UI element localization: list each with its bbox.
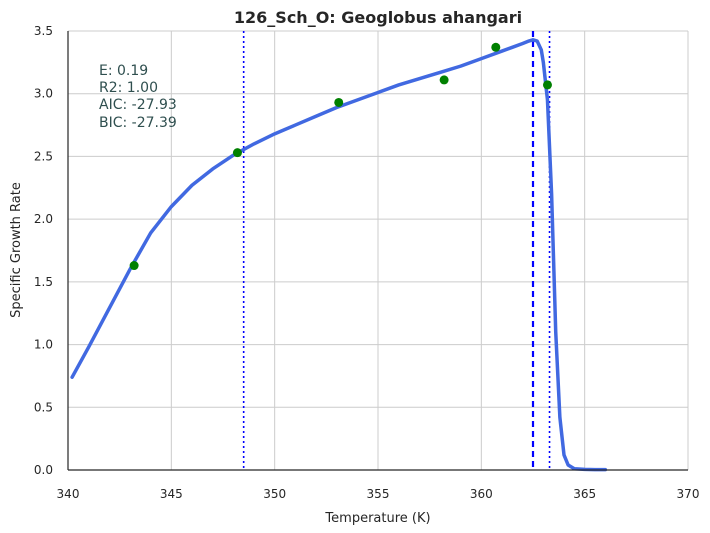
fitted-curve — [70, 38, 608, 472]
y-tick-label: 1.5 — [34, 275, 53, 289]
observed-data-point — [232, 148, 242, 158]
observed-data-point — [129, 261, 139, 271]
x-tick-label: 360 — [470, 487, 493, 501]
stat-aic: AIC: -27.93 — [99, 97, 177, 113]
y-tick-label: 0.5 — [34, 400, 53, 414]
y-tick-label: 3.0 — [34, 87, 53, 101]
x-tick-label: 355 — [367, 487, 390, 501]
x-tick-label: 370 — [677, 487, 700, 501]
chart-title: 126_Sch_O: Geoglobus ahangari — [234, 8, 522, 27]
fit-statistics: E: 0.19 R2: 1.00 AIC: -27.93 BIC: -27.39 — [99, 63, 177, 131]
observed-data-point — [491, 42, 501, 52]
observed-points-layer — [129, 42, 552, 271]
observed-data-point — [334, 97, 344, 107]
vertical-reference-lines — [242, 31, 551, 470]
x-tick-label: 345 — [160, 487, 183, 501]
stat-e: E: 0.19 — [99, 63, 148, 79]
y-axis-label: Specific Growth Rate — [9, 182, 24, 318]
x-tick-label: 350 — [263, 487, 286, 501]
y-tick-label: 2.0 — [34, 212, 53, 226]
y-tick-label: 2.5 — [34, 149, 53, 163]
y-tick-label: 1.0 — [34, 338, 53, 352]
tick-labels: 340 345 350 355 360 365 370 0.0 0.5 1.0 1.5 2.0 2.5 3… — [34, 24, 700, 501]
y-tick-label: 0.0 — [34, 463, 53, 477]
x-axis-label: Temperature (K) — [324, 511, 430, 526]
x-tick-label: 340 — [57, 487, 80, 501]
fitted-curve-layer — [70, 38, 608, 472]
stat-bic: BIC: -27.39 — [99, 115, 177, 131]
observed-data-point — [542, 80, 552, 90]
axes — [67, 31, 688, 471]
x-tick-label: 365 — [573, 487, 596, 501]
y-tick-label: 3.5 — [34, 24, 53, 38]
observed-data-point — [439, 75, 449, 85]
stat-r2: R2: 1.00 — [99, 80, 158, 96]
